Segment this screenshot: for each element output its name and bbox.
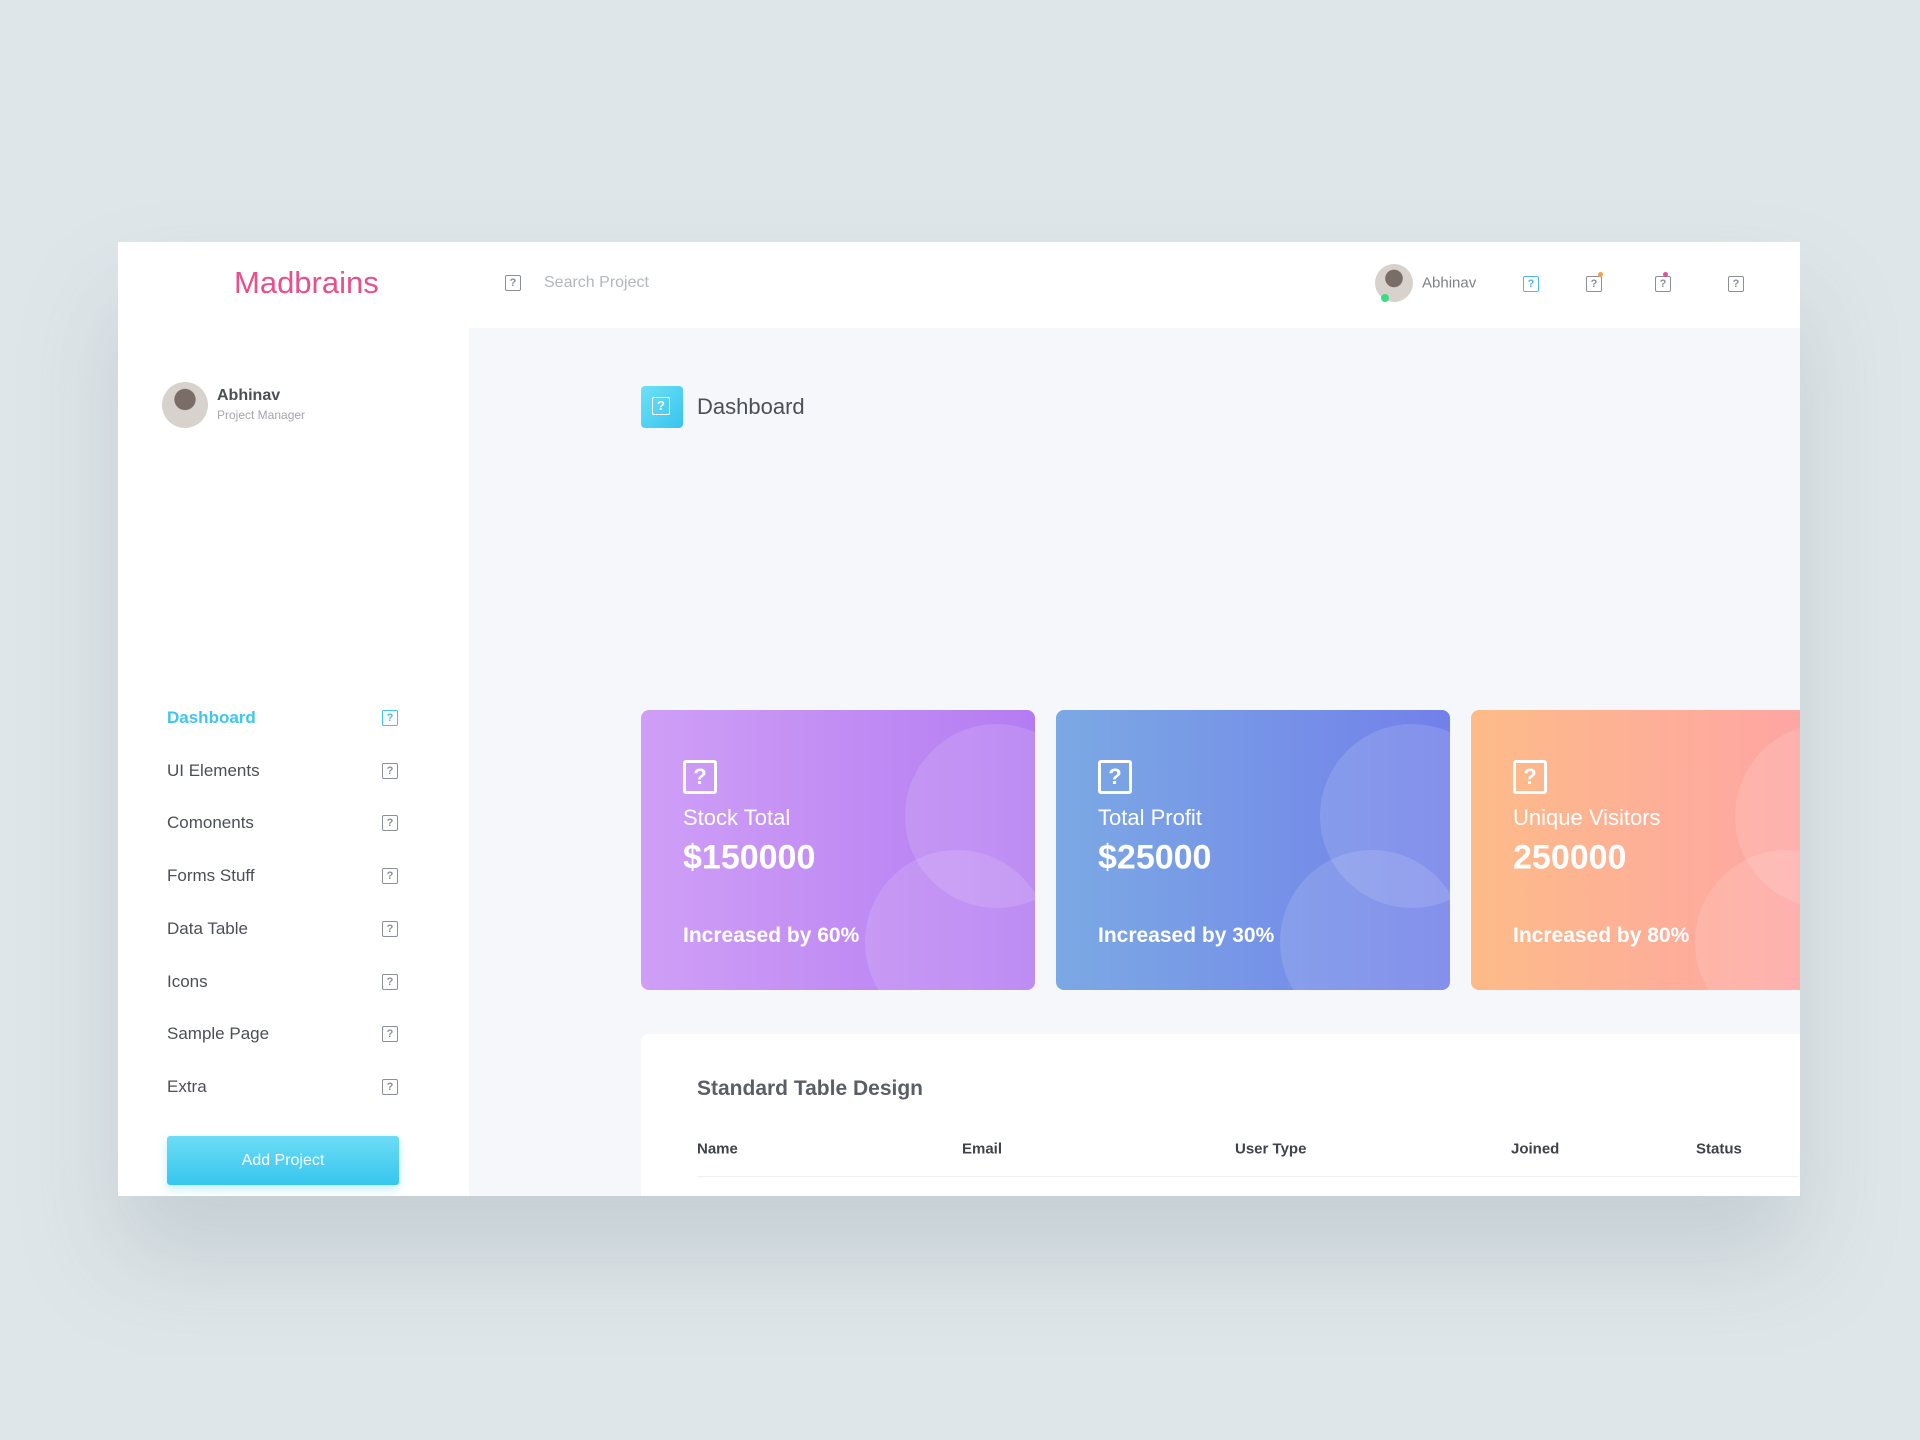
search-input[interactable]: Search Project (544, 274, 649, 291)
card-footnote: Increased by 30% (1098, 924, 1275, 947)
stat-card[interactable]: Total Profit $25000 Increased by 30% (1056, 710, 1450, 990)
menu-item[interactable]: Comonents (167, 813, 254, 833)
decor-circle (1695, 850, 1800, 990)
card-icon (683, 760, 717, 794)
menu-item[interactable]: UI Elements (167, 760, 260, 780)
message-dot (1663, 272, 1668, 277)
profile-avatar (162, 382, 208, 428)
stat-card[interactable]: Stock Total $150000 Increased by 60% (641, 710, 1035, 990)
menu-icon (382, 920, 398, 937)
card-label: Unique Visitors (1513, 805, 1661, 830)
brand-logo[interactable]: Madbrains (234, 265, 379, 300)
column-header: Name (697, 1140, 738, 1158)
card-label: Stock Total (683, 805, 791, 830)
settings-icon[interactable] (1728, 276, 1744, 292)
card-value: 250000 (1513, 838, 1627, 877)
online-indicator (1381, 294, 1389, 302)
stat-card[interactable]: Unique Visitors 250000 Increased by 80% (1471, 710, 1800, 990)
decor-circle (865, 850, 1035, 990)
column-header: Joined (1511, 1140, 1560, 1158)
menu-item[interactable]: Sample Page (167, 1024, 270, 1044)
page-title: Dashboard (697, 394, 805, 419)
card-label: Total Profit (1098, 805, 1202, 830)
profile-role: Project Manager (217, 408, 306, 422)
card-footnote: Increased by 80% (1513, 924, 1690, 947)
message-icon[interactable] (1655, 276, 1671, 292)
menu-icon (382, 973, 398, 990)
menu-item[interactable]: Dashboard (167, 708, 256, 727)
app-window: Madbrains Search Project Abhinav Abhinav… (118, 242, 1800, 1196)
main-content: Dashboard Stock Total $150000 Increased by… (469, 328, 1800, 1196)
row-divider (697, 1176, 1799, 1177)
menu-item[interactable]: Icons (167, 971, 208, 991)
decor-circle (1280, 850, 1450, 990)
search-icon[interactable] (505, 275, 521, 291)
menu-icon (382, 762, 398, 779)
menu-item[interactable]: Forms Stuff (167, 866, 255, 886)
page-icon (641, 386, 683, 428)
notification-dot (1598, 272, 1603, 277)
page-icon-glyph (652, 397, 670, 415)
sidebar: Abhinav Project Manager Add Project Dash… (118, 328, 469, 1196)
menu-item[interactable]: Extra (167, 1076, 207, 1096)
profile-name: Abhinav (217, 387, 281, 404)
menu-icon (382, 815, 398, 832)
menu-icon (382, 1078, 398, 1095)
card-icon (1513, 760, 1547, 794)
card-value: $25000 (1098, 838, 1212, 877)
header: Madbrains Search Project Abhinav (118, 242, 1800, 328)
table-title: Standard Table Design (697, 1077, 923, 1100)
menu-icon (382, 1026, 398, 1043)
add-project-button[interactable]: Add Project (167, 1136, 399, 1185)
card-value: $150000 (683, 838, 816, 877)
header-icon[interactable] (1523, 276, 1539, 292)
column-header: User Type (1235, 1140, 1307, 1158)
column-header: Email (962, 1140, 1003, 1158)
table-panel: Standard Table Design Name Email User Type… (641, 1034, 1800, 1196)
menu-icon (382, 710, 398, 726)
menu-item[interactable]: Data Table (167, 918, 248, 938)
menu-icon (382, 868, 398, 885)
user-name[interactable]: Abhinav (1422, 274, 1477, 292)
notification-icon[interactable] (1586, 276, 1602, 292)
card-icon (1098, 760, 1132, 794)
card-footnote: Increased by 60% (683, 924, 860, 947)
column-header: Status (1696, 1140, 1742, 1158)
